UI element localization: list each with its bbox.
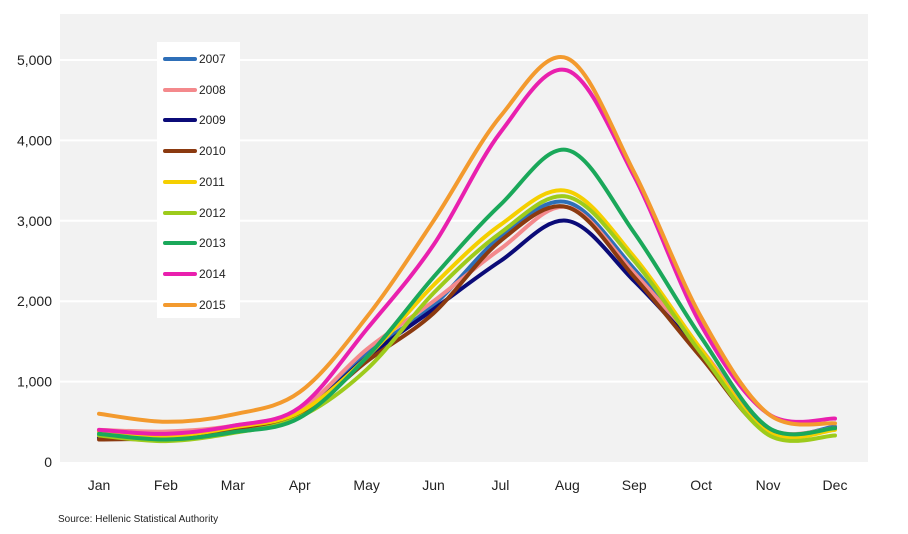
y-tick-label: 2,000 [17,293,52,309]
legend-label: 2013 [199,236,226,251]
x-tick-label: Jun [422,477,445,493]
x-tick-label: Aug [555,477,580,493]
legend-label: 2008 [199,82,226,97]
x-tick-label: Sep [622,477,647,493]
legend-swatch [163,302,197,307]
series-line-2015 [97,55,837,427]
x-tick-label: Apr [289,477,311,493]
legend-swatch [163,241,197,246]
legend-label: 2007 [199,52,226,66]
y-tick-label: 3,000 [17,213,52,229]
legend-label: 2010 [199,144,226,159]
legend-item-2013: 2013 [163,233,226,253]
x-tick-label: Feb [154,477,178,493]
x-tick-label: Jul [492,477,510,493]
legend-item-2014: 2014 [163,264,226,284]
y-tick-label: 5,000 [17,52,52,68]
legend-swatch [163,87,197,92]
legend-swatch [163,271,197,276]
legend-label: 2015 [199,297,226,312]
y-tick-label: 4,000 [17,132,52,148]
x-tick-label: Oct [690,477,712,493]
legend-swatch [163,118,197,123]
legend-item-2007: 2007 [163,49,226,69]
series-line-2014 [97,67,837,436]
legend-swatch [163,57,197,61]
legend-item-2015: 2015 [163,295,226,315]
x-tick-label: Nov [756,477,781,493]
legend-item-2009: 2009 [163,110,226,130]
legend-swatch [163,179,197,184]
legend-label: 2012 [199,205,226,220]
legend: 2007 2008 2009 2010 2011 2012 2013 2014 2015 [157,42,240,318]
legend-item-2010: 2010 [163,141,226,161]
y-tick-label: 0 [44,454,52,470]
series-line-2013 [97,147,837,442]
source-note: Source: Hellenic Statistical Authority [58,514,219,525]
legend-label: 2009 [199,113,226,128]
legend-swatch [163,210,197,215]
legend-label: 2011 [199,174,225,189]
x-tick-label: Jan [88,477,111,493]
legend-item-2011: 2011 [163,172,225,192]
legend-swatch [163,149,197,154]
legend-label: 2014 [199,266,226,281]
legend-item-2012: 2012 [163,203,226,223]
x-tick-label: Mar [221,477,245,493]
x-tick-label: Dec [823,477,848,493]
x-tick-label: May [353,477,379,493]
legend-item-2008: 2008 [163,80,226,100]
y-tick-label: 1,000 [17,374,52,390]
